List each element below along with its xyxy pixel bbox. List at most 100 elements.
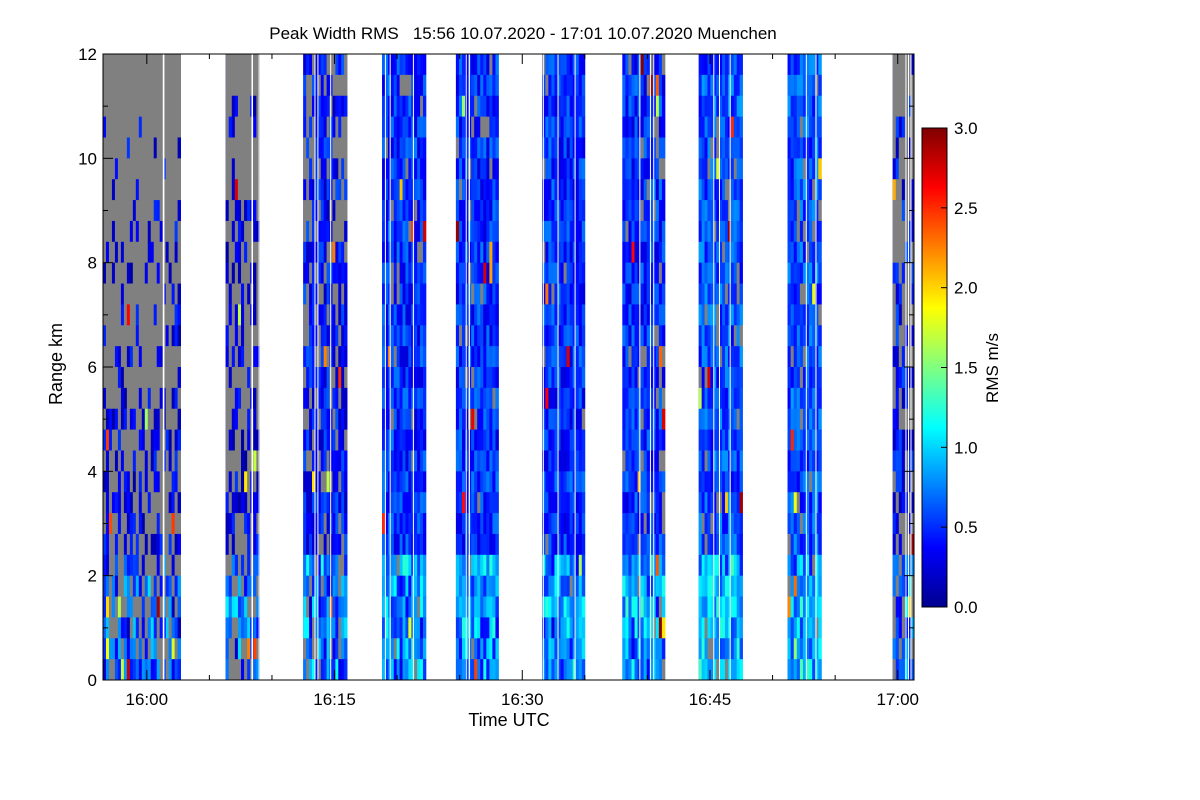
heatmap-cell bbox=[719, 304, 723, 326]
heatmap-cell bbox=[477, 617, 481, 639]
heatmap-cell bbox=[225, 158, 230, 180]
heatmap-cell bbox=[117, 262, 122, 284]
heatmap-cell bbox=[790, 325, 795, 347]
heatmap-cell bbox=[326, 387, 330, 410]
heatmap-cell bbox=[631, 429, 635, 451]
heatmap-cell bbox=[809, 304, 813, 326]
heatmap-cell bbox=[390, 596, 395, 618]
heatmap-cell bbox=[465, 408, 469, 430]
heatmap-cell bbox=[303, 471, 307, 493]
heatmap-cell bbox=[802, 116, 807, 138]
heatmap-cell bbox=[241, 659, 245, 681]
heatmap-cell bbox=[396, 241, 401, 264]
heatmap-cell bbox=[103, 346, 107, 368]
heatmap-cell bbox=[387, 575, 392, 597]
heatmap-cell bbox=[646, 220, 651, 243]
heatmap-cell bbox=[542, 137, 546, 159]
heatmap-cell bbox=[554, 241, 558, 264]
heatmap-cell bbox=[722, 54, 726, 76]
heatmap-cell bbox=[393, 638, 398, 660]
heatmap-cell bbox=[713, 554, 717, 577]
heatmap-cell bbox=[414, 450, 418, 472]
heatmap-cell bbox=[108, 304, 113, 326]
heatmap-cell bbox=[806, 200, 810, 222]
heatmap-cell bbox=[799, 533, 804, 556]
heatmap-cell bbox=[129, 367, 134, 389]
heatmap-cell bbox=[722, 617, 726, 639]
heatmap-cell bbox=[317, 471, 322, 493]
heatmap-cell bbox=[399, 220, 403, 243]
heatmap-cell bbox=[725, 116, 729, 138]
heatmap-cell bbox=[652, 596, 657, 618]
heatmap-cell bbox=[802, 429, 807, 451]
heatmap-cell bbox=[332, 74, 336, 97]
heatmap-cell bbox=[129, 513, 134, 535]
heatmap-cell bbox=[809, 74, 813, 97]
heatmap-cell bbox=[138, 554, 143, 577]
heatmap-cell bbox=[323, 116, 328, 138]
heatmap-cell bbox=[303, 408, 307, 430]
heatmap-cell bbox=[147, 325, 152, 347]
heatmap-cell bbox=[560, 262, 564, 284]
heatmap-cell bbox=[177, 408, 181, 430]
heatmap-cell bbox=[578, 429, 583, 451]
heatmap-cell bbox=[480, 617, 484, 639]
heatmap-cell bbox=[402, 325, 406, 347]
heatmap-cell bbox=[144, 513, 149, 535]
heatmap-cell bbox=[162, 262, 167, 284]
heatmap-cell bbox=[150, 659, 155, 681]
heatmap-cell bbox=[385, 325, 389, 347]
heatmap-cell bbox=[225, 200, 230, 222]
heatmap-cell bbox=[733, 596, 738, 618]
heatmap-cell bbox=[129, 95, 134, 117]
heatmap-cell bbox=[655, 659, 660, 681]
heatmap-cell bbox=[545, 638, 549, 660]
heatmap-cell bbox=[495, 513, 499, 535]
heatmap-cell bbox=[177, 95, 181, 117]
heatmap-cell bbox=[385, 283, 389, 305]
heatmap-cell bbox=[323, 429, 328, 451]
heatmap-cell bbox=[477, 387, 481, 410]
heatmap-cell bbox=[312, 617, 316, 639]
heatmap-cell bbox=[578, 659, 583, 681]
heatmap-cell bbox=[420, 158, 424, 180]
heatmap-cell bbox=[722, 575, 726, 597]
heatmap-cell bbox=[719, 575, 723, 597]
heatmap-cell bbox=[306, 346, 310, 368]
heatmap-cell bbox=[652, 346, 657, 368]
heatmap-cell bbox=[244, 158, 248, 180]
heatmap-cell bbox=[799, 179, 804, 201]
heatmap-cell bbox=[710, 367, 714, 389]
heatmap-cell bbox=[563, 241, 568, 264]
heatmap-cell bbox=[323, 325, 328, 347]
heatmap-cell bbox=[625, 429, 629, 451]
heatmap-cell bbox=[631, 575, 635, 597]
heatmap-cell bbox=[123, 554, 128, 577]
heatmap-cell bbox=[628, 450, 632, 472]
heatmap-cell bbox=[796, 554, 801, 577]
heatmap-cell bbox=[105, 241, 110, 264]
heatmap-cell bbox=[901, 304, 906, 326]
heatmap-cell bbox=[387, 241, 392, 264]
heatmap-cell bbox=[309, 387, 313, 410]
heatmap-cell bbox=[649, 429, 654, 451]
heatmap-cell bbox=[341, 408, 345, 430]
heatmap-cell bbox=[335, 304, 339, 326]
heatmap-cell bbox=[739, 429, 743, 451]
heatmap-cell bbox=[634, 617, 638, 639]
heatmap-cell bbox=[422, 241, 427, 264]
heatmap-cell bbox=[387, 387, 392, 410]
heatmap-cell bbox=[382, 533, 386, 556]
heatmap-cell bbox=[105, 367, 110, 389]
heatmap-cell bbox=[382, 596, 386, 618]
heatmap-cell bbox=[147, 95, 152, 117]
heatmap-cell bbox=[247, 241, 251, 264]
heatmap-cell bbox=[818, 283, 822, 305]
heatmap-cell bbox=[575, 367, 580, 389]
heatmap-cell bbox=[474, 116, 478, 138]
heatmap-cell bbox=[303, 533, 307, 556]
heatmap-cell bbox=[162, 158, 167, 180]
heatmap-cell bbox=[716, 220, 720, 243]
heatmap-cell bbox=[581, 74, 586, 97]
heatmap-cell bbox=[634, 533, 638, 556]
